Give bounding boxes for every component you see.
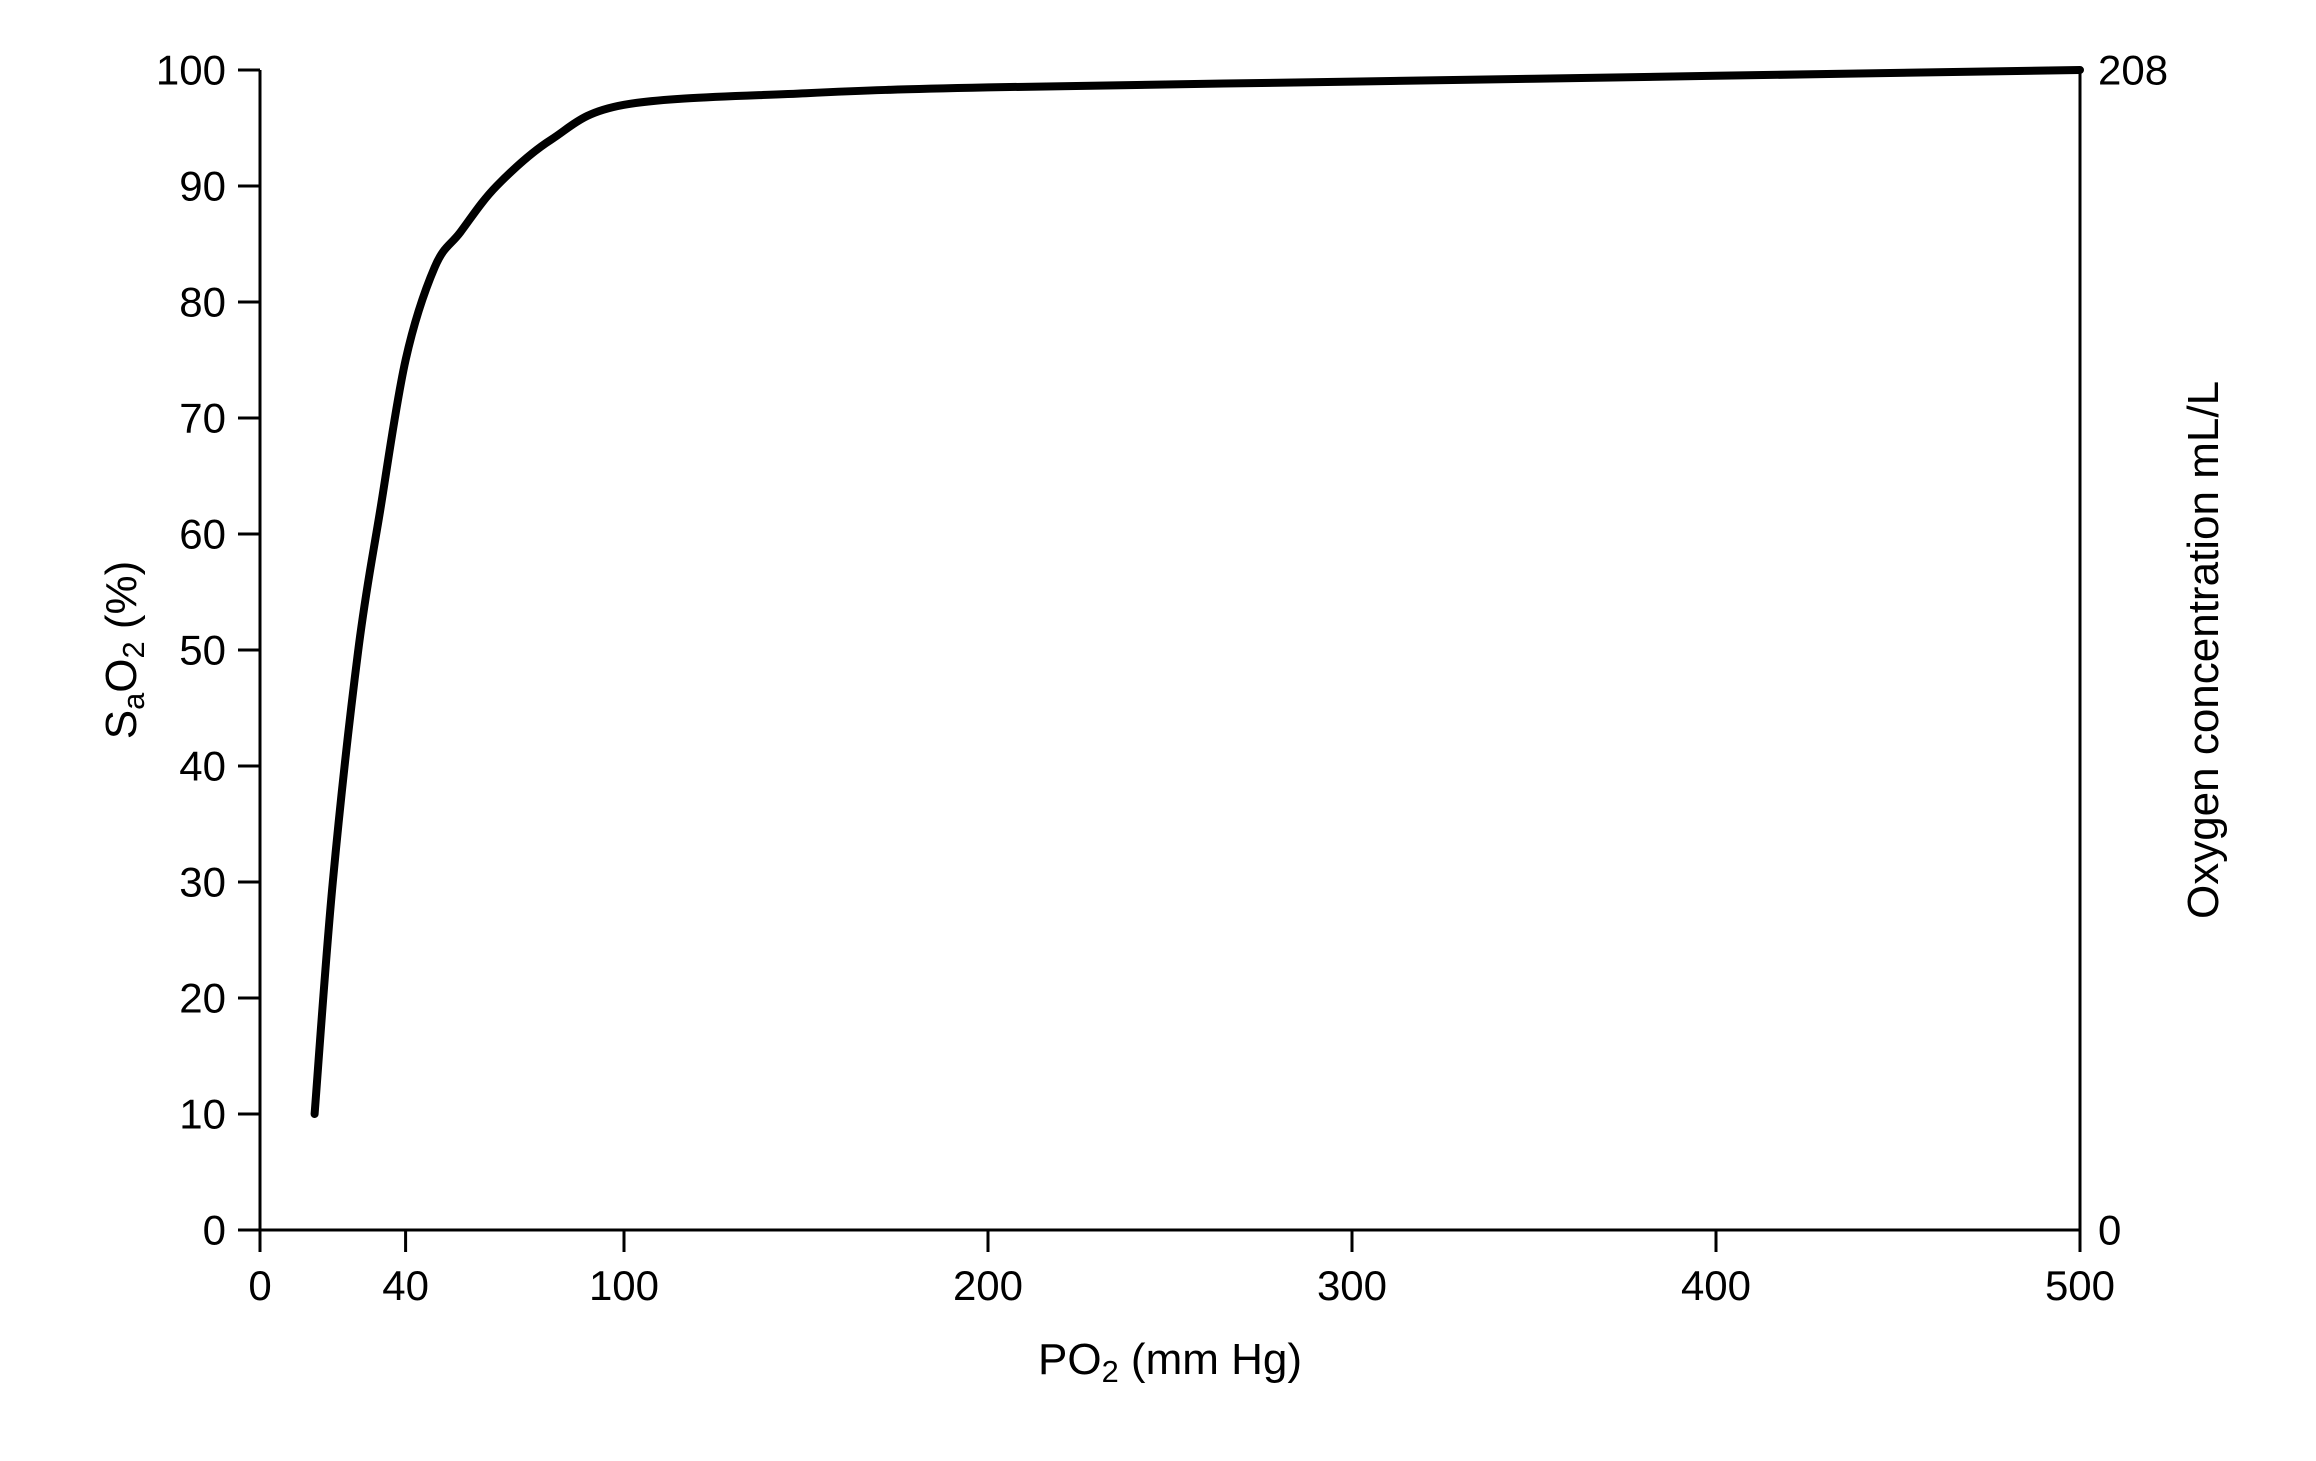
y-left-tick-label: 100 [156,47,226,94]
y-left-tick-label: 70 [179,395,226,442]
y-left-axis-title: SaO2 (%) [97,561,151,740]
x-tick-label: 0 [248,1262,271,1309]
x-tick-label: 400 [1681,1262,1751,1309]
y-left-tick-label: 50 [179,627,226,674]
y-right-title-group: Oxygen concentration mL/L [2179,381,2228,919]
x-tick-label: 300 [1317,1262,1387,1309]
y-left-tick-label: 60 [179,511,226,558]
y-left-title-group: SaO2 (%) [97,561,151,740]
x-tick-label: 100 [589,1262,659,1309]
y-left-tick-label: 0 [203,1207,226,1254]
y-right-tick-label: 208 [2098,47,2168,94]
y-left-tick-label: 90 [179,163,226,210]
x-tick-label: 40 [382,1262,429,1309]
y-right-tick-label: 0 [2098,1207,2121,1254]
x-tick-label: 200 [953,1262,1023,1309]
dissociation-curve [315,70,2080,1114]
y-left-tick-label: 10 [179,1091,226,1138]
y-left-tick-label: 30 [179,859,226,906]
x-axis-title: PO2 (mm Hg) [1038,1335,1302,1389]
y-right-axis-title: Oxygen concentration mL/L [2179,381,2228,919]
oxygen-dissociation-chart: 0 40 100 200 300 400 500 0 10 20 30 40 50 60 70 80 90 100… [0,0,2316,1461]
y-left-tick-label: 40 [179,743,226,790]
y-left-tick-label: 80 [179,279,226,326]
chart-svg: 0 40 100 200 300 400 500 0 10 20 30 40 50 60 70 80 90 100… [0,0,2316,1461]
y-left-tick-label: 20 [179,975,226,1022]
x-tick-label: 500 [2045,1262,2115,1309]
